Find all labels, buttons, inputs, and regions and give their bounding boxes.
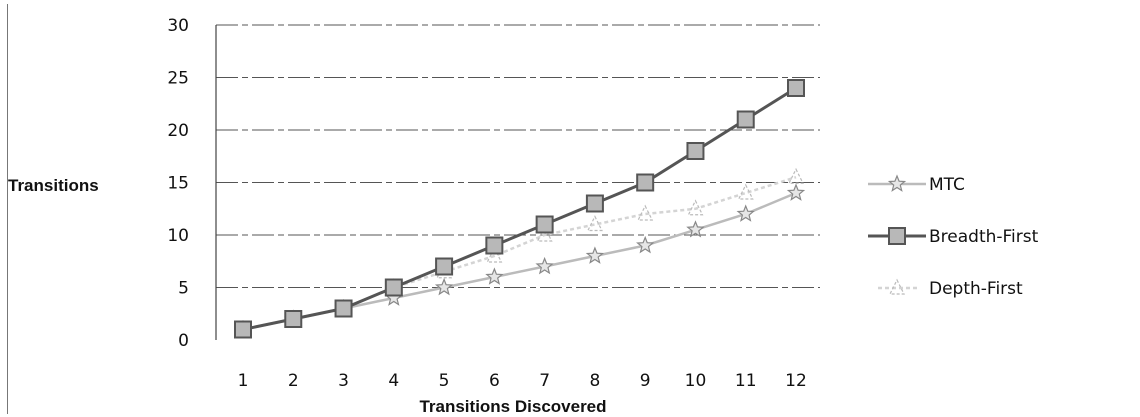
y-tick-labels: 0 5 10 15 20 25 30 — [167, 16, 189, 351]
series-line-breadth-first — [242, 86, 797, 331]
chart-legend: MTC Breadth-First Depth-First — [868, 174, 1039, 299]
y-tick-label: 5 — [178, 279, 189, 299]
data-point-breadth-first — [284, 310, 303, 328]
data-point-depth-first — [536, 225, 553, 242]
y-tick-label: 25 — [167, 69, 189, 89]
y-axis-title: Transitions — [8, 176, 99, 195]
legend-item-mtc: MTC — [868, 174, 965, 195]
data-point-breadth-first — [736, 110, 755, 129]
data-point-breadth-first — [535, 215, 554, 234]
y-tick-label: 20 — [167, 121, 189, 141]
legend-item-breadth-first: Breadth-First — [868, 227, 1039, 247]
series-line-mtc — [242, 191, 797, 331]
data-point-depth-first — [737, 183, 754, 200]
legend-item-depth-first: Depth-First — [878, 278, 1023, 299]
data-point-mtc — [786, 183, 806, 201]
legend-marker — [889, 278, 905, 295]
data-point-depth-first — [586, 215, 603, 232]
data-point-depth-first — [637, 204, 654, 221]
x-tick-label: 3 — [338, 371, 349, 391]
x-tick-labels: 1 2 3 4 5 6 7 8 9 10 11 12 — [238, 371, 807, 391]
data-point-mtc — [636, 235, 655, 254]
data-point-mtc — [434, 277, 454, 296]
chart-series — [233, 79, 806, 339]
data-point-breadth-first — [384, 278, 403, 297]
x-tick-label: 9 — [640, 371, 651, 391]
series-depth-first — [235, 167, 804, 337]
legend-label: Breadth-First — [929, 227, 1039, 247]
legend-marker — [887, 174, 907, 192]
data-point-breadth-first — [435, 257, 454, 276]
data-point-breadth-first — [787, 79, 805, 97]
data-point-mtc — [485, 267, 504, 285]
data-point-depth-first — [687, 199, 704, 216]
x-tick-label: 7 — [539, 371, 550, 391]
x-tick-label: 4 — [388, 371, 399, 391]
x-tick-label: 1 — [238, 371, 249, 391]
y-tick-label: 15 — [167, 174, 189, 194]
data-point-breadth-first — [585, 194, 604, 213]
data-point-depth-first — [486, 246, 503, 263]
data-point-mtc — [736, 204, 755, 222]
x-tick-label: 10 — [685, 371, 707, 391]
x-tick-label: 2 — [288, 371, 299, 391]
y-tick-label: 0 — [178, 331, 189, 351]
data-point-breadth-first — [686, 142, 705, 160]
data-point-mtc — [585, 246, 605, 264]
x-tick-label: 11 — [735, 371, 757, 391]
data-point-depth-first — [788, 167, 804, 184]
x-tick-label: 6 — [489, 371, 500, 391]
data-point-mtc — [535, 256, 554, 275]
series-breadth-first — [234, 79, 805, 339]
series-line-depth-first — [242, 176, 797, 331]
chart-gridlines — [216, 24, 820, 288]
legend-label: Depth-First — [929, 279, 1023, 299]
x-axis-title: Transitions Discovered — [419, 397, 606, 416]
legend-label: MTC — [929, 175, 965, 195]
page-left-rule — [7, 4, 8, 414]
x-tick-label: 5 — [439, 371, 450, 391]
data-point-breadth-first — [234, 320, 252, 339]
y-tick-label: 10 — [167, 226, 189, 246]
data-point-breadth-first — [334, 299, 353, 318]
legend-marker — [888, 227, 906, 245]
data-point-mtc — [686, 220, 705, 238]
x-tick-label: 12 — [785, 371, 807, 391]
data-point-breadth-first — [636, 173, 655, 192]
x-tick-label: 8 — [589, 371, 600, 391]
data-point-breadth-first — [485, 236, 504, 255]
y-tick-label: 30 — [167, 16, 189, 36]
